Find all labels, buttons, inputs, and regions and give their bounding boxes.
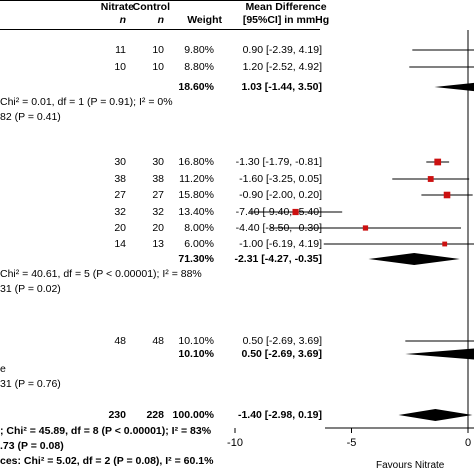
group2-row2-n-control: 38 [152,173,164,185]
header-weight: Weight [187,14,222,26]
group1-overall-test: 82 (P = 0.41) [0,111,61,123]
group1-row1-n-control: 10 [152,44,164,56]
study-marker-5 [443,191,451,199]
total-n-nitrate: 230 [108,409,126,421]
header-control: Control [132,1,170,13]
header-bottom-rule [0,29,320,30]
group2-row2-ci: -1.60 [-3.25, 0.05] [239,173,322,185]
subtotal-diamond-2 [368,253,460,265]
group2-row6-n-nitrate: 14 [114,238,126,250]
group1-heterogeneity: Chi² = 0.01, df = 1 (P = 0.91); I² = 0% [0,96,173,108]
total-n-control: 228 [146,409,164,421]
group2-row4-weight: 13.40% [178,206,214,218]
group2-overall-test: 31 (P = 0.02) [0,283,61,295]
group2-subtotal-ci: -2.31 [-4.27, -0.35] [234,253,322,265]
group2-heterogeneity: Chi² = 40.61, df = 5 (P < 0.00001); I² =… [0,268,202,280]
overall-diamond [398,409,473,421]
study-marker-6 [292,208,299,216]
group3-row1-n-control: 48 [152,335,164,347]
group2-row6-weight: 6.00% [184,238,214,250]
subtotal-diamond-3 [405,348,474,360]
group3-row1-weight: 10.10% [178,335,214,347]
group1-row1-weight: 9.80% [184,44,214,56]
group2-row3-ci: -0.90 [-2.00, 0.20] [239,189,322,201]
group1-subtotal-weight: 18.60% [178,81,214,93]
x-tick-label-3: 0 [465,437,471,449]
header-ci-unit: [95%CI] in mmHg [242,14,330,26]
subtotal-diamond-1 [434,82,474,92]
group3-row1-n-nitrate: 48 [114,335,126,347]
group2-row1-n-nitrate: 30 [114,156,126,168]
group3-heterogeneity: e [0,363,6,375]
header-top-rule [0,0,320,1]
group2-row3-n-control: 27 [152,189,164,201]
total-overall-test: .73 (P = 0.08) [0,440,64,452]
group2-row6-n-control: 13 [152,238,164,250]
group3-row1-ci: 0.50 [-2.69, 3.69] [242,335,322,347]
group1-row2-n-nitrate: 10 [114,61,126,73]
total-weight: 100.00% [172,409,214,421]
group2-row6-ci: -1.00 [-6.19, 4.19] [239,238,322,250]
group2-row3-weight: 15.80% [178,189,214,201]
group1-row2-ci: 1.20 [-2.52, 4.92] [242,61,322,73]
total-ci: -1.40 [-2.98, 0.19] [237,409,322,421]
group1-subtotal-ci: 1.03 [-1.44, 3.50] [241,81,322,93]
header-n-control: n [157,14,164,26]
group2-row4-n-control: 32 [152,206,164,218]
favours-nitrate-label: Favours Nitrate [376,460,445,471]
group2-row5-weight: 8.00% [184,222,214,234]
group3-subtotal-ci: 0.50 [-2.69, 3.69] [241,348,322,360]
group2-row2-weight: 11.20% [179,173,214,185]
group1-row2-weight: 8.80% [184,61,214,73]
group3-overall-test: 31 (P = 0.76) [0,378,61,390]
study-marker-3 [434,158,442,166]
group2-row3-n-nitrate: 27 [114,189,126,201]
header-nitrate: Nitrate [100,1,134,13]
group2-row1-weight: 16.80% [178,156,214,168]
group2-row2-n-nitrate: 38 [114,173,126,185]
group2-row1-ci: -1.30 [-1.79, -0.81] [235,156,322,168]
x-tick-label-1: -10 [227,437,243,449]
header-mean-difference: Mean Difference [245,1,327,13]
group2-row4-n-nitrate: 32 [114,206,126,218]
study-marker-4 [427,176,434,182]
group2-row1-n-control: 30 [152,156,164,168]
header-n-nitrate: n [119,14,126,26]
group2-row5-n-nitrate: 20 [114,222,126,234]
total-heterogeneity: ; Chi² = 45.89, df = 8 (P < 0.00001); I²… [0,425,212,437]
group1-row1-n-nitrate: 11 [115,44,126,56]
group1-row1-ci: 0.90 [-2.39, 4.19] [242,44,322,56]
group1-row2-n-control: 10 [152,61,164,73]
group2-row5-n-control: 20 [152,222,164,234]
group3-subtotal-weight: 10.10% [178,348,214,360]
group2-subtotal-weight: 71.30% [178,253,214,265]
subgroup-differences: ces: Chi² = 5.02, df = 2 (P = 0.08), I² … [0,455,214,467]
x-tick-label-2: -5 [347,437,357,449]
study-marker-8 [442,241,448,247]
study-marker-7 [362,225,369,231]
